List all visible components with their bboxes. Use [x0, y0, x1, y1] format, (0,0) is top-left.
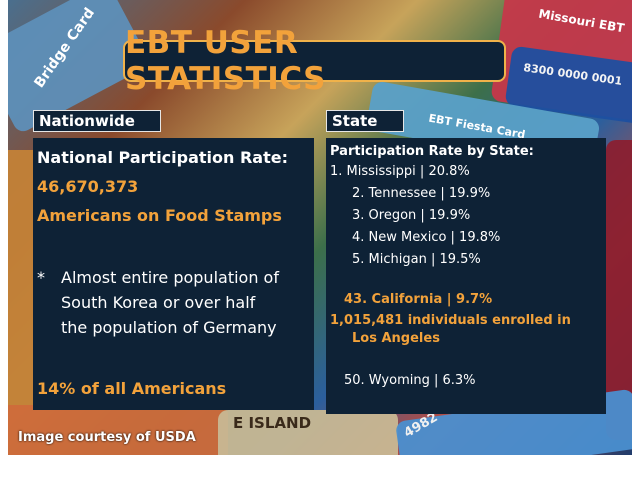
state-row-3: 3. Oregon | 19.9% — [352, 208, 471, 223]
state-tab-label: State — [332, 112, 378, 130]
bottom-left-card-image — [8, 405, 228, 455]
la-line-1: 1,015,481 individuals enrolled in — [330, 313, 571, 328]
state-row-2: 2. Tennessee | 19.9% — [352, 186, 491, 201]
california-row: 43. California | 9.7% — [344, 292, 493, 307]
la-line-2: Los Angeles — [352, 331, 440, 346]
note-line-1: Almost entire population of — [61, 268, 279, 287]
wyoming-row: 50. Wyoming | 6.3% — [344, 373, 476, 388]
national-heading: National Participation Rate: — [37, 148, 288, 167]
island-card-text: E ISLAND — [233, 414, 312, 432]
national-count-label: Americans on Food Stamps — [37, 206, 282, 225]
state-panel: Participation Rate by State: 1. Mississi… — [326, 138, 606, 414]
bottom-mid-card-image — [218, 410, 398, 455]
nationwide-tab-label: Nationwide — [39, 112, 135, 130]
page-title: EBT USER STATISTICS — [125, 25, 326, 97]
state-row-4: 4. New Mexico | 19.8% — [352, 230, 501, 245]
state-tab: State — [326, 110, 404, 132]
state-row-1: 1. Mississippi | 20.8% — [330, 164, 470, 179]
percent-line: 14% of all Americans — [37, 379, 227, 398]
image-credit: Image courtesy of USDA — [18, 430, 196, 445]
note-line-2: South Korea or over half — [61, 293, 256, 312]
nationwide-tab: Nationwide — [33, 110, 161, 132]
national-count: 46,670,373 — [37, 177, 139, 196]
note-line-3: the population of Germany — [61, 318, 277, 337]
state-heading: Participation Rate by State: — [330, 144, 534, 159]
note-bullet: * — [37, 268, 45, 287]
nationwide-panel: National Participation Rate: 46,670,373 … — [33, 138, 314, 410]
state-row-5: 5. Michigan | 19.5% — [352, 252, 481, 267]
title-banner: EBT USER STATISTICS — [123, 25, 506, 97]
